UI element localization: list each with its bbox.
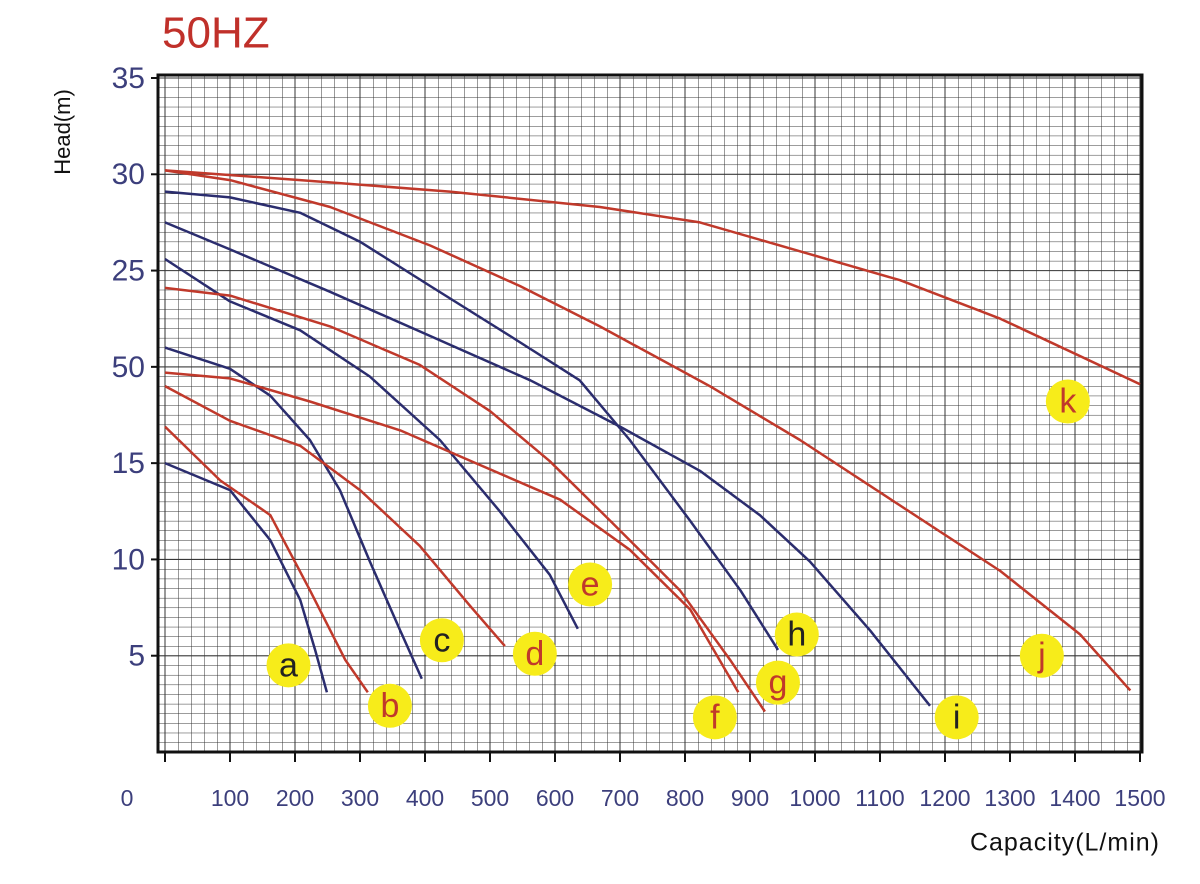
x-tick-label: 1500: [1114, 785, 1165, 811]
curve-label: k: [1059, 383, 1077, 421]
curve-label: e: [581, 565, 600, 603]
x-axis-label: Capacity(L/min): [970, 829, 1160, 857]
chart-title: 50HZ: [162, 9, 270, 58]
y-tick-label: 50: [112, 351, 145, 384]
curve-label: a: [279, 646, 298, 684]
y-tick-label: 10: [112, 543, 145, 576]
y-tick-label: 15: [112, 447, 145, 480]
curve-label-dot: [774, 612, 819, 657]
curve-label-dot: [1045, 379, 1090, 424]
curve-label-dot: [755, 660, 800, 705]
pump-curve: [164, 461, 329, 693]
curve-label-dot: [419, 618, 464, 663]
curve-label-dot: [266, 643, 311, 688]
x-tick-label: 1300: [984, 785, 1035, 811]
x-tick-label: 0: [121, 785, 134, 811]
plot-frame: [156, 73, 1144, 754]
x-tick-label: 300: [341, 785, 379, 811]
pump-curve: [164, 169, 1132, 692]
x-tick-label: 200: [276, 785, 314, 811]
pump-curve: [164, 425, 369, 694]
curve-label: d: [525, 635, 544, 673]
curve-label-dot: [367, 683, 412, 728]
curve-label-dot: [568, 562, 613, 607]
x-tick-label: 800: [666, 785, 704, 811]
curve-label-dot: [934, 695, 979, 740]
curve-label-dot: [1019, 633, 1064, 678]
curve-label: i: [953, 698, 961, 736]
curve-label: b: [380, 687, 399, 725]
x-tick-label: 400: [406, 785, 444, 811]
pump-curve: [164, 371, 740, 693]
pump-curve: [164, 221, 931, 707]
y-tick-label: 5: [128, 640, 145, 673]
curve-label: g: [768, 664, 787, 702]
curve-label: c: [433, 621, 450, 659]
x-tick-label: 100: [211, 785, 249, 811]
curve-label: j: [1037, 637, 1046, 675]
y-tick-label: 25: [112, 254, 145, 287]
pump-curve: [164, 286, 766, 713]
minor-grid: [158, 75, 1142, 752]
curve-label-dot: [512, 631, 557, 676]
y-tick-label: 30: [112, 158, 145, 191]
pump-curve: [164, 257, 579, 630]
x-tick-label: 700: [601, 785, 639, 811]
curve-label-dot: [692, 695, 737, 740]
x-tick-label: 1400: [1049, 785, 1100, 811]
pump-curve: [164, 384, 506, 647]
x-tick-label: 900: [731, 785, 769, 811]
x-tick-label: 600: [536, 785, 574, 811]
y-axis-label: Head(m): [50, 89, 75, 175]
x-tick-label: 1000: [789, 785, 840, 811]
x-tick-label: 1200: [919, 785, 970, 811]
pump-curve: [164, 169, 1141, 386]
curve-label: f: [710, 698, 720, 736]
y-tick-label: 35: [112, 62, 145, 95]
x-tick-label: 500: [471, 785, 509, 811]
curve-label: h: [787, 616, 806, 654]
x-tick-label: 1100: [855, 785, 904, 811]
pump-curve: [164, 190, 780, 651]
